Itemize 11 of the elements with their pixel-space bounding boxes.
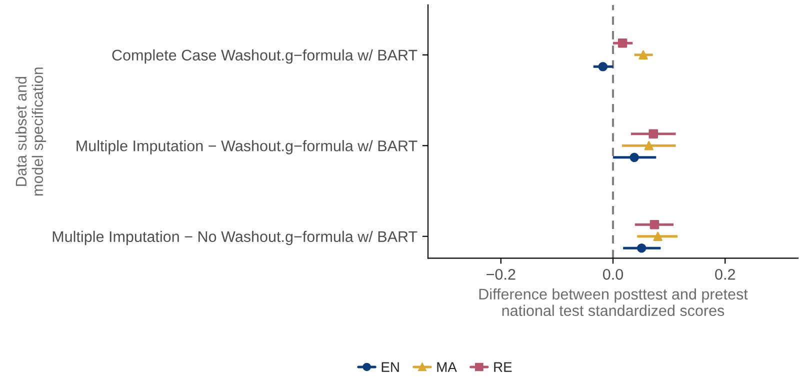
y-tick-label: Complete Case Washout.g−formula w/ BART [112, 49, 418, 64]
legend-label: EN [382, 362, 399, 372]
x-tick-label: 0.0 [602, 268, 624, 280]
legend-label: RE [494, 362, 512, 372]
y-tick-label: Multiple Imputation − Washout.g−formula w/ BART [76, 140, 418, 154]
legend-label: MA [437, 362, 457, 372]
y-tick-label: Multiple Imputation − No Washout.g−formula w/ BART [52, 230, 418, 246]
y-axis-title: Data subset and model specification [15, 68, 46, 196]
x-tick-label: 0.2 [715, 268, 735, 280]
x-tick-label: −0.2 [486, 268, 516, 280]
x-axis-title: Difference between posttest and pretest national test standardized scores [479, 288, 748, 316]
